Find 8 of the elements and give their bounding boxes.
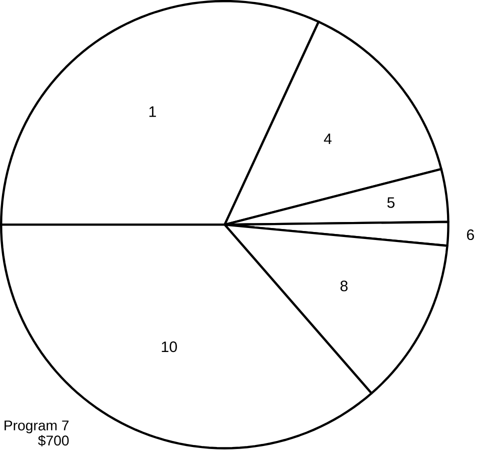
slice-label: 10 [162, 342, 177, 352]
slice-label: 1 [149, 106, 156, 117]
slice-label: 4 [324, 134, 332, 144]
text: $700 [38, 435, 69, 447]
text: Program 7 [4, 420, 69, 434]
slice-label: 5 [387, 197, 395, 208]
slice-label: 6 [467, 229, 474, 240]
slice-label: 8 [340, 280, 348, 292]
